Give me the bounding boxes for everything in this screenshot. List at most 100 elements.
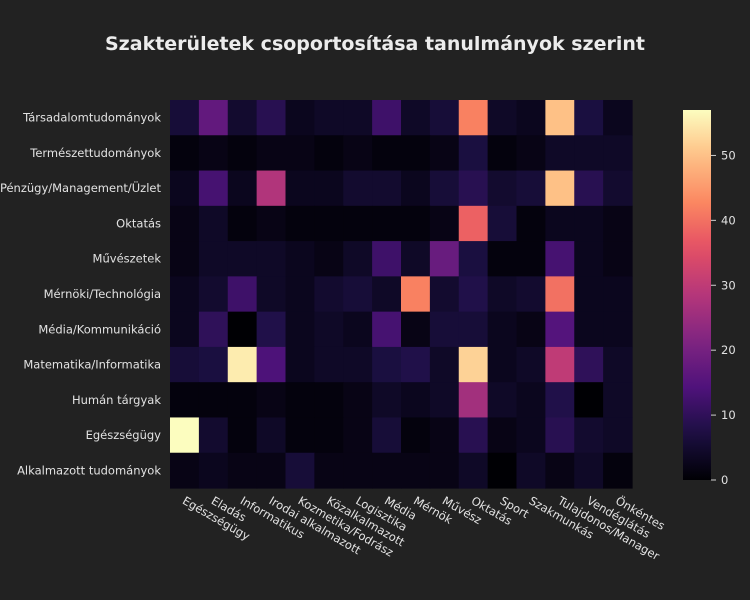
heatmap-cell — [574, 100, 604, 136]
heatmap-cell — [429, 241, 460, 277]
heatmap-cell — [256, 311, 287, 348]
chart-title: Szakterületek csoportosítása tanulmányok… — [105, 33, 645, 55]
heatmap-cell — [256, 100, 287, 136]
heatmap-cell — [170, 417, 200, 454]
heatmap-cell — [516, 170, 546, 207]
heatmap-cell — [198, 417, 229, 454]
heatmap-cell — [314, 100, 344, 136]
heatmap-cell — [372, 311, 402, 348]
heatmap-cell — [285, 170, 315, 207]
heatmap-cell — [545, 346, 575, 383]
heatmap-cell — [314, 241, 344, 277]
heatmap-cell — [256, 382, 287, 419]
heatmap-cell — [227, 100, 258, 136]
heatmap-cell — [545, 100, 575, 136]
heatmap-cell — [574, 452, 604, 489]
heatmap-cell — [574, 311, 604, 348]
heatmap-cell — [401, 452, 431, 489]
heatmap-cell — [343, 135, 373, 172]
heatmap-cell — [256, 170, 287, 207]
colorbar-tick-label: 10 — [721, 408, 736, 422]
heatmap-cell — [603, 100, 633, 136]
heatmap-cell — [372, 205, 402, 242]
heatmap-cell — [314, 417, 344, 454]
heatmap-cell — [372, 417, 402, 454]
y-tick-label: Matematika/Informatika — [23, 358, 161, 372]
heatmap-cell — [227, 205, 258, 242]
heatmap-cell — [314, 170, 344, 207]
colorbar-tick-label: 0 — [721, 473, 728, 487]
heatmap-cell — [227, 241, 258, 277]
heatmap-cell — [343, 382, 373, 419]
heatmap-cell — [401, 205, 431, 242]
heatmap-cell — [516, 346, 546, 383]
heatmap-cell — [603, 382, 633, 419]
heatmap-cell — [429, 276, 460, 313]
y-tick-label: Művészetek — [93, 252, 162, 266]
heatmap-cell — [343, 100, 373, 136]
heatmap-cell — [343, 170, 373, 207]
heatmap-cell — [401, 382, 431, 419]
heatmap-cell — [314, 382, 344, 419]
heatmap-cell — [487, 276, 518, 313]
heatmap-cell — [198, 241, 229, 277]
heatmap-cell — [227, 382, 258, 419]
heatmap-cell — [285, 135, 315, 172]
heatmap-cell — [198, 205, 229, 242]
heatmap-cell — [516, 417, 546, 454]
heatmap-cell — [487, 452, 518, 489]
heatmap-cell — [372, 452, 402, 489]
heatmap-cell — [458, 241, 489, 277]
heatmap-cell — [401, 311, 431, 348]
heatmap-cell — [516, 205, 546, 242]
heatmap-cell — [314, 452, 344, 489]
heatmap-cell — [545, 170, 575, 207]
heatmap-cell — [170, 170, 200, 207]
heatmap-cell — [458, 170, 489, 207]
heatmap-cell — [487, 170, 518, 207]
heatmap-cell — [401, 100, 431, 136]
heatmap-cell — [198, 100, 229, 136]
heatmap-cell — [198, 382, 229, 419]
heatmap-cell — [198, 452, 229, 489]
heatmap-cell — [285, 276, 315, 313]
heatmap-cell — [574, 241, 604, 277]
heatmap-cell — [401, 276, 431, 313]
heatmap-cell — [256, 276, 287, 313]
heatmap-cell — [458, 276, 489, 313]
heatmap-cell — [487, 382, 518, 419]
heatmap-cell — [314, 205, 344, 242]
heatmap-cell — [545, 382, 575, 419]
heatmap-cell — [574, 205, 604, 242]
heatmap-cell — [429, 205, 460, 242]
y-tick-label: Pénzügy/Management/Üzlet — [0, 179, 161, 195]
heatmap-cell — [343, 241, 373, 277]
heatmap-cell — [198, 346, 229, 383]
heatmap-cell — [372, 170, 402, 207]
heatmap-cell — [487, 241, 518, 277]
heatmap-cell — [429, 135, 460, 172]
heatmap-cell — [401, 241, 431, 277]
heatmap-cell — [487, 205, 518, 242]
y-tick-label: Média/Kommunikáció — [38, 322, 161, 336]
heatmap-cell — [198, 170, 229, 207]
heatmap-cell — [285, 346, 315, 383]
heatmap-cell — [603, 276, 633, 313]
heatmap-cell — [170, 135, 200, 172]
heatmap-cell — [227, 311, 258, 348]
heatmap-cell — [227, 452, 258, 489]
heatmap-cell — [429, 417, 460, 454]
heatmap-cell — [401, 346, 431, 383]
heatmap-cell — [429, 346, 460, 383]
heatmap-cell — [516, 311, 546, 348]
heatmap-cells — [170, 100, 633, 489]
heatmap-cell — [170, 241, 200, 277]
colorbar-tick-label: 30 — [721, 278, 736, 292]
heatmap-cell — [487, 100, 518, 136]
heatmap-cell — [487, 346, 518, 383]
heatmap-cell — [574, 346, 604, 383]
colorbar-gradient — [683, 110, 711, 480]
heatmap-cell — [256, 135, 287, 172]
heatmap-cell — [458, 382, 489, 419]
